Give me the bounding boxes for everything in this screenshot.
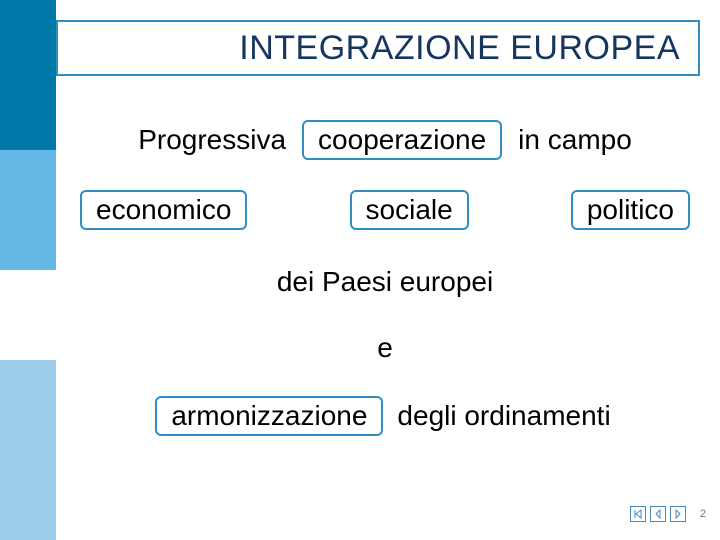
box-cooperazione: cooperazione (302, 120, 502, 160)
nav-first-icon[interactable] (630, 506, 646, 522)
box-economico: economico (80, 190, 247, 230)
fields-row: economico sociale politico (70, 190, 700, 230)
sidebar-segment (0, 270, 56, 360)
box-armonizzazione: armonizzazione (155, 396, 383, 436)
text-e: e (373, 330, 397, 366)
nav-next-icon[interactable] (670, 506, 686, 522)
sidebar-segment (0, 360, 56, 540)
line-1: Progressiva cooperazione in campo (70, 120, 700, 160)
line-4: e (70, 330, 700, 366)
line-5: armonizzazione degli ordinamenti (70, 396, 700, 436)
text-ordinamenti: degli ordinamenti (393, 398, 614, 434)
title-bar: INTEGRAZIONE EUROPEA (56, 20, 700, 76)
sidebar-segment (0, 0, 56, 150)
sidebar-segment (0, 150, 56, 270)
box-sociale: sociale (350, 190, 469, 230)
text-in-campo: in campo (514, 122, 636, 158)
text-paesi: dei Paesi europei (273, 264, 497, 300)
page-title: INTEGRAZIONE EUROPEA (239, 29, 680, 68)
slide-content: Progressiva cooperazione in campo econom… (70, 120, 700, 466)
nav-controls (630, 506, 686, 522)
box-politico: politico (571, 190, 690, 230)
text-progressiva: Progressiva (134, 122, 290, 158)
nav-prev-icon[interactable] (650, 506, 666, 522)
page-number: 2 (700, 508, 706, 520)
sidebar-accent (0, 0, 56, 540)
line-3: dei Paesi europei (70, 264, 700, 300)
